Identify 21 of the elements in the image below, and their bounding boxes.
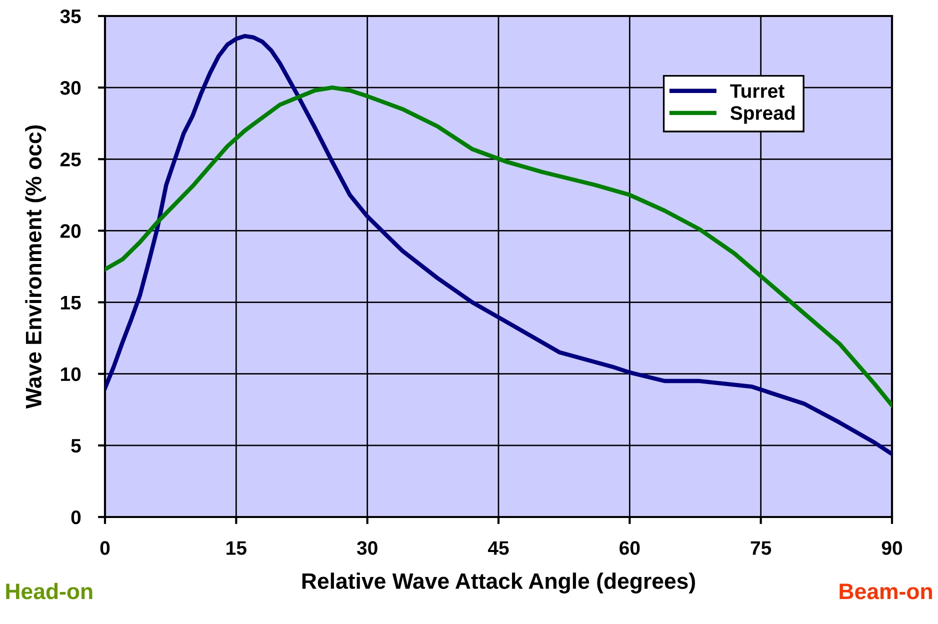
x-tick-label: 0 (100, 541, 110, 555)
y-tick-label: 25 (60, 152, 81, 166)
x-tick-label: 45 (488, 541, 509, 555)
x-tick-label: 75 (750, 541, 772, 555)
y-tick-label: 35 (60, 9, 81, 24)
legend-label: Spread (730, 106, 795, 124)
y-tick-label: 0 (71, 510, 81, 524)
x-tick-label: 30 (356, 541, 378, 555)
legend-label: Turret (730, 84, 784, 98)
x-tick-label: 60 (620, 541, 640, 555)
y-tick-label: 10 (60, 367, 81, 382)
y-tick-label: 30 (60, 81, 81, 95)
y-tick-label: 15 (60, 296, 81, 310)
x-tick-label: 90 (882, 541, 902, 555)
y-axis-title: Wave Environment (% occ) (25, 125, 46, 409)
x-axis-title: Relative Wave Attack Angle (degrees) (302, 572, 695, 594)
text: Head-on (6, 582, 92, 600)
y-tick-label: 20 (60, 224, 81, 238)
x-tick-label: 15 (226, 541, 246, 555)
text: Beam-on (840, 584, 932, 600)
y-tick-label: 5 (71, 439, 81, 453)
